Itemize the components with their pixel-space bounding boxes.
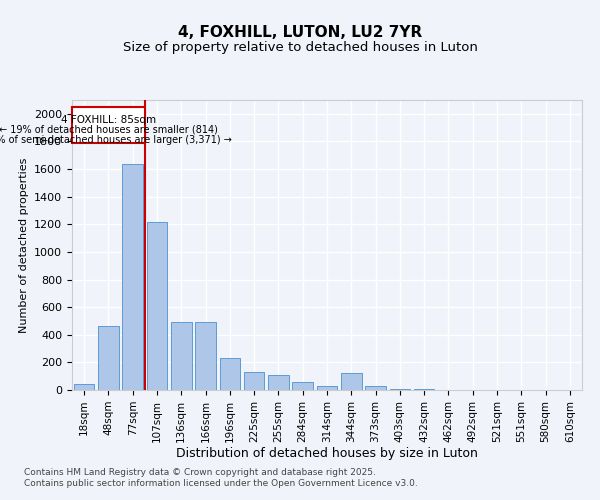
Bar	[122, 164, 143, 390]
X-axis label: Distribution of detached houses by size in Luton: Distribution of detached houses by size …	[176, 448, 478, 460]
Text: 4 FOXHILL: 85sqm: 4 FOXHILL: 85sqm	[61, 115, 156, 125]
Bar	[74, 384, 94, 390]
Bar	[146, 222, 167, 390]
Text: 4, FOXHILL, LUTON, LU2 7YR: 4, FOXHILL, LUTON, LU2 7YR	[178, 25, 422, 40]
Bar	[171, 322, 191, 390]
Bar	[365, 386, 386, 390]
Bar	[341, 374, 362, 390]
Bar	[317, 386, 337, 390]
Bar	[268, 375, 289, 390]
Bar	[244, 372, 265, 390]
Bar	[195, 322, 216, 390]
FancyBboxPatch shape	[72, 107, 145, 143]
Text: Contains public sector information licensed under the Open Government Licence v3: Contains public sector information licen…	[24, 480, 418, 488]
Text: 79% of semi-detached houses are larger (3,371) →: 79% of semi-detached houses are larger (…	[0, 134, 232, 144]
Text: Contains HM Land Registry data © Crown copyright and database right 2025.: Contains HM Land Registry data © Crown c…	[24, 468, 376, 477]
Bar	[98, 326, 119, 390]
Text: ← 19% of detached houses are smaller (814): ← 19% of detached houses are smaller (81…	[0, 125, 218, 135]
Bar	[292, 382, 313, 390]
Bar	[220, 358, 240, 390]
Y-axis label: Number of detached properties: Number of detached properties	[19, 158, 29, 332]
Bar	[389, 388, 410, 390]
Text: Size of property relative to detached houses in Luton: Size of property relative to detached ho…	[122, 41, 478, 54]
